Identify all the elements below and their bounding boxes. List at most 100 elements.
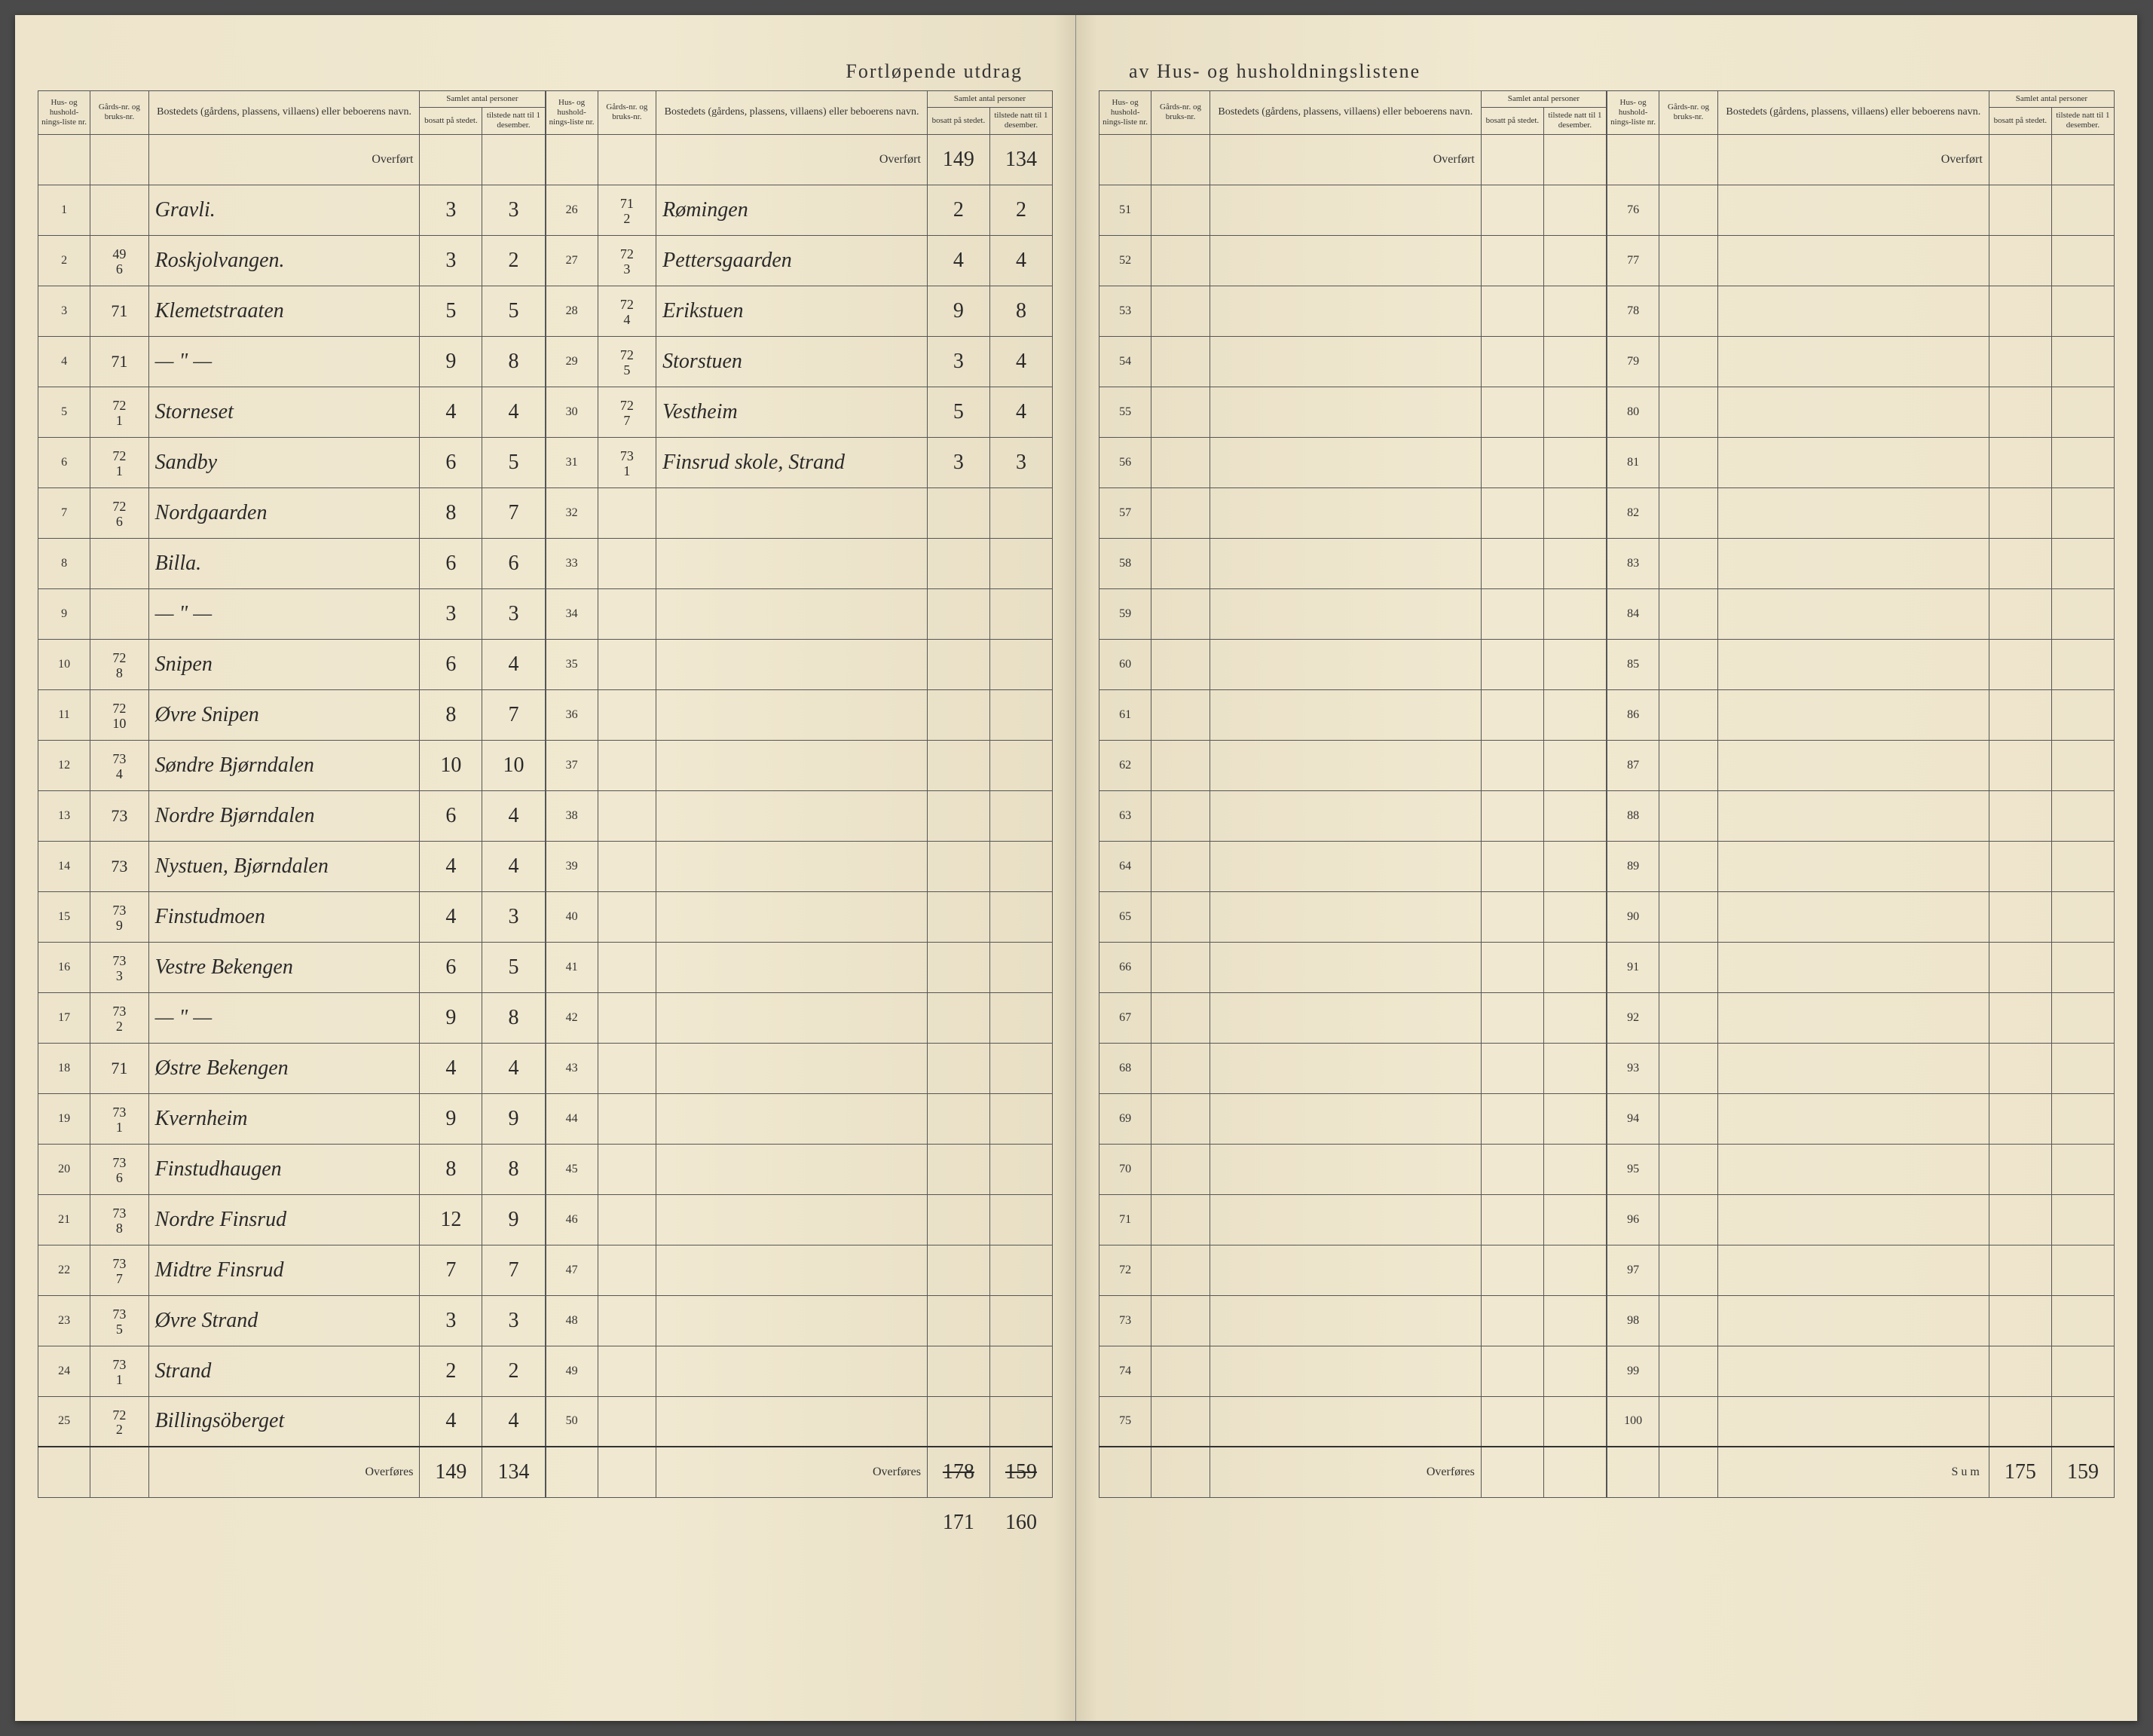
gard-number: 737 [90, 1245, 148, 1295]
row-number: 32 [546, 487, 598, 538]
gard-number [1151, 1295, 1210, 1346]
row-number: 89 [1607, 841, 1659, 891]
resident-name [1210, 1043, 1481, 1093]
resident-name: — " — [148, 992, 420, 1043]
bosatt-count [1481, 336, 1543, 387]
row-number: 90 [1607, 891, 1659, 942]
tilstede-count: 9 [482, 1194, 545, 1245]
gard-number [1659, 942, 1718, 992]
tilstede-count [1543, 740, 1606, 790]
table-row: 38 [546, 790, 1053, 841]
resident-name [1210, 1093, 1481, 1144]
ledger-table: Hus- og hushold-nings-liste nr. Gårds-nr… [546, 90, 1054, 1548]
resident-name [1717, 538, 1989, 588]
gard-number [1659, 588, 1718, 639]
resident-name: Billingsöberget [148, 1396, 420, 1447]
bosatt-count [927, 1245, 989, 1295]
bosatt-count [1989, 790, 2051, 841]
resident-name [1717, 992, 1989, 1043]
tilstede-count [989, 891, 1052, 942]
tilstede-count: 4 [482, 841, 545, 891]
table-row: 80 [1607, 387, 2115, 437]
bosatt-count [1481, 235, 1543, 286]
gard-number: 721 [90, 387, 148, 437]
table-row: 51 [1099, 185, 1607, 235]
tilstede-count [2051, 387, 2114, 437]
sum-bosatt: 175 [1989, 1447, 2051, 1497]
gard-number [1151, 538, 1210, 588]
row-number: 93 [1607, 1043, 1659, 1093]
table-row: 87 [1607, 740, 2115, 790]
table-row: 52 [1099, 235, 1607, 286]
tilstede-count [2051, 538, 2114, 588]
gard-number [1151, 689, 1210, 740]
tilstede-count: 10 [482, 740, 545, 790]
row-number: 20 [38, 1144, 90, 1194]
gard-number [1151, 790, 1210, 841]
bosatt-count [927, 588, 989, 639]
row-number: 60 [1099, 639, 1151, 689]
tilstede-count: 8 [989, 286, 1052, 336]
gard-number [598, 1245, 656, 1295]
tilstede-count: 3 [482, 891, 545, 942]
tilstede-count [2051, 1093, 2114, 1144]
resident-name [1717, 689, 1989, 740]
tilstede-count [1543, 1245, 1606, 1295]
resident-name [1210, 538, 1481, 588]
overfort-tilstede [2051, 134, 2114, 185]
table-row: 8 Billa. 6 6 [38, 538, 546, 588]
gard-number [1151, 588, 1210, 639]
row-number: 44 [546, 1093, 598, 1144]
gard-number: 7210 [90, 689, 148, 740]
row-number: 77 [1607, 235, 1659, 286]
bosatt-count: 6 [420, 639, 482, 689]
page-title-left: Fortløpende utdrag [38, 60, 1053, 83]
table-row: 45 [546, 1144, 1053, 1194]
row-number: 96 [1607, 1194, 1659, 1245]
table-header: Hus- og hushold-nings-liste nr. Gårds-nr… [1099, 91, 1607, 135]
table-row: 43 [546, 1043, 1053, 1093]
bosatt-count [1989, 588, 2051, 639]
row-number: 85 [1607, 639, 1659, 689]
table-row: 49 [546, 1346, 1053, 1396]
bosatt-count [1481, 790, 1543, 841]
tilstede-count [989, 639, 1052, 689]
resident-name [656, 1043, 928, 1093]
gard-number: 731 [598, 437, 656, 487]
gard-number: 722 [90, 1396, 148, 1447]
bosatt-count: 9 [420, 1093, 482, 1144]
sum-row: Sum 175 159 [1607, 1447, 2115, 1497]
table-row: 5 721 Storneset 4 4 [38, 387, 546, 437]
resident-name [1717, 790, 1989, 841]
bosatt-count [1481, 992, 1543, 1043]
overfort-row: Overført [1607, 134, 2115, 185]
overfort-label: Overført [1210, 134, 1481, 185]
gard-number: 71 [90, 1043, 148, 1093]
bosatt-count: 6 [420, 437, 482, 487]
tilstede-count: 6 [482, 538, 545, 588]
hdr-bosted: Bostedets (gårdens, plassens, villaens) … [1210, 91, 1481, 135]
table-row: 21 738 Nordre Finsrud 12 9 [38, 1194, 546, 1245]
resident-name [1717, 286, 1989, 336]
bosatt-count [1481, 588, 1543, 639]
table-row: 4 71 — " — 9 8 [38, 336, 546, 387]
resident-name [1210, 487, 1481, 538]
table-row: 26 712 Rømingen 2 2 [546, 185, 1053, 235]
bosatt-count: 4 [420, 387, 482, 437]
table-row: 20 736 Finstudhaugen 8 8 [38, 1144, 546, 1194]
tilstede-count [1543, 1295, 1606, 1346]
bosatt-count [1481, 1295, 1543, 1346]
resident-name [1717, 1093, 1989, 1144]
table-row: 58 [1099, 538, 1607, 588]
bosatt-count: 4 [420, 841, 482, 891]
bosatt-count [1481, 1245, 1543, 1295]
table-row: 28 724 Erikstuen 9 8 [546, 286, 1053, 336]
table-row: 72 [1099, 1245, 1607, 1295]
hdr-samlet: Samlet antal personer [420, 91, 545, 108]
resident-name [656, 841, 928, 891]
row-number: 69 [1099, 1093, 1151, 1144]
overfores-bosatt [1481, 1447, 1543, 1497]
resident-name [1210, 891, 1481, 942]
bosatt-count: 3 [420, 235, 482, 286]
resident-name: Nordgaarden [148, 487, 420, 538]
